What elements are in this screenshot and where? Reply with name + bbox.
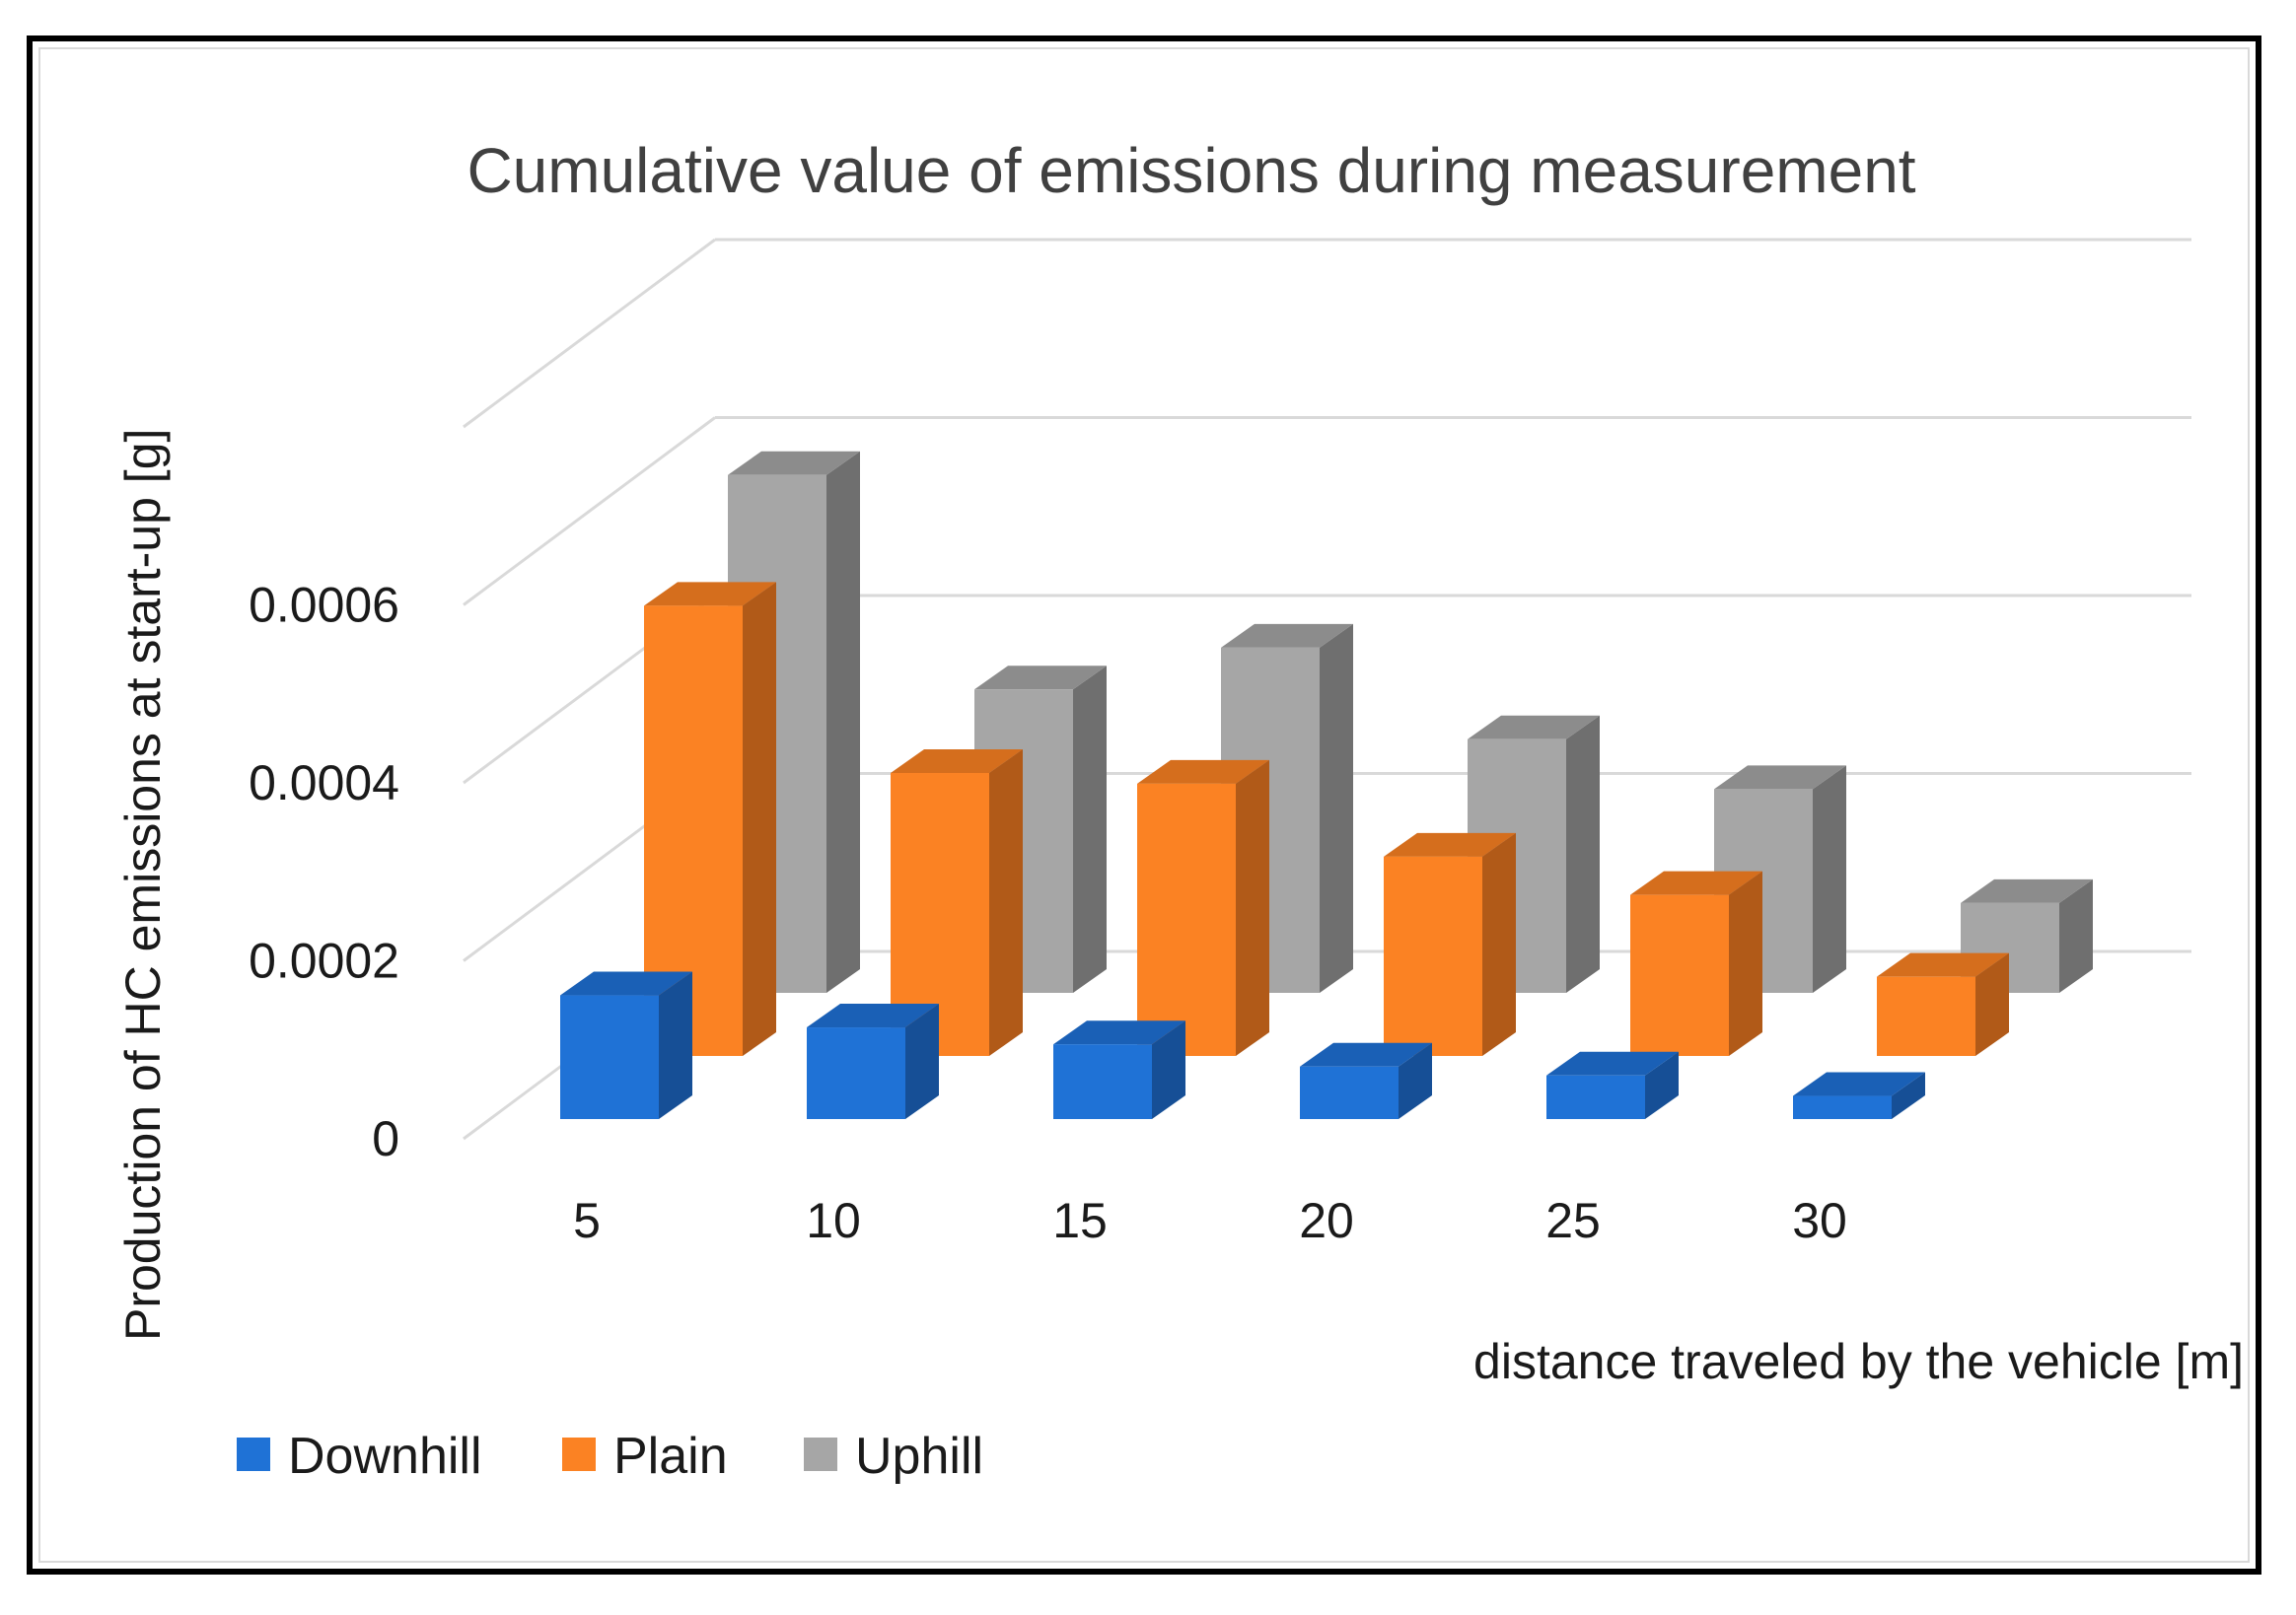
bar-top — [644, 582, 776, 606]
y-tick-label: 0.0004 — [249, 755, 399, 810]
chart-title: Cumulative value of emissions during mea… — [466, 135, 1915, 206]
bar-uphill-30 — [1961, 878, 2093, 993]
bar-top — [1714, 765, 1846, 790]
legend-label: Uphill — [855, 1428, 983, 1485]
bar-top — [1300, 1042, 1432, 1067]
x-tick-labels: 5 10 15 20 25 30 — [573, 1193, 1847, 1248]
bar-front — [1137, 783, 1236, 1056]
chart-area-border — [38, 47, 2250, 1563]
bar-front — [560, 995, 659, 1119]
y-tick-label: 0.0006 — [249, 578, 399, 633]
bar-front — [1384, 856, 1482, 1056]
legend-item-plain: Plain — [562, 1428, 728, 1485]
bar-side — [1399, 1042, 1432, 1119]
bar-top — [1053, 1020, 1185, 1045]
bar-top — [891, 749, 1023, 774]
bar-side — [826, 451, 860, 993]
bar-side — [1645, 1051, 1679, 1119]
legend-label: Downhill — [288, 1428, 482, 1485]
bar-side — [2059, 878, 2093, 993]
gridline-diagonal — [463, 238, 716, 429]
legend-item-downhill: Downhill — [237, 1428, 482, 1485]
bar-side — [1073, 666, 1107, 993]
bar-downhill-15 — [1053, 1020, 1185, 1119]
x-tick-label: 5 — [573, 1193, 601, 1248]
bar-top — [1961, 878, 2093, 903]
bar-top — [1137, 759, 1269, 784]
bar-downhill-25 — [1546, 1051, 1679, 1119]
legend-swatch — [804, 1438, 837, 1471]
x-axis-label: distance traveled by the vehicle [m] — [1473, 1334, 2244, 1389]
bar-plain-30 — [1877, 952, 2009, 1056]
bar-top — [728, 451, 860, 475]
bar-top — [1221, 623, 1353, 648]
y-axis-label: Production of HC emissions at start-up [… — [115, 429, 171, 1341]
bar-side — [1813, 765, 1846, 993]
bar-side — [1975, 952, 2009, 1056]
x-tick-label: 25 — [1545, 1193, 1601, 1248]
bar-side — [905, 1004, 939, 1119]
bar-front — [1300, 1066, 1399, 1119]
bar-side — [989, 749, 1023, 1056]
legend-item-uphill: Uphill — [804, 1428, 983, 1485]
bar-front — [807, 1027, 905, 1119]
bar-top — [1468, 715, 1600, 739]
bar-side — [1729, 871, 1762, 1056]
bar-plain-25 — [1630, 871, 1762, 1056]
bar-side — [743, 582, 776, 1056]
x-tick-label: 15 — [1052, 1193, 1108, 1248]
bar-plain-15 — [1137, 759, 1269, 1056]
bar-top — [974, 666, 1107, 690]
bar-top — [1384, 832, 1516, 857]
bar-plain-5 — [644, 582, 776, 1056]
x-tick-label: 20 — [1299, 1193, 1354, 1248]
bar-front — [1793, 1095, 1892, 1119]
bar-downhill-20 — [1300, 1042, 1432, 1119]
bar-front — [1630, 894, 1729, 1056]
y-tick-label: 0.0002 — [249, 934, 399, 989]
legend-label: Plain — [613, 1428, 728, 1485]
legend-swatch — [562, 1438, 596, 1471]
bar-top — [1630, 871, 1762, 895]
bar-front — [1053, 1044, 1152, 1119]
legend: Downhill Plain Uphill — [237, 1428, 983, 1485]
bar-downhill-5 — [560, 971, 692, 1119]
bars — [560, 451, 2093, 1119]
bar-downhill-30 — [1793, 1072, 1925, 1119]
bar-front — [1877, 976, 1975, 1056]
bar-top — [1793, 1072, 1925, 1096]
y-tick-label: 0 — [372, 1111, 399, 1166]
bar-side — [1152, 1020, 1185, 1119]
bar-downhill-10 — [807, 1004, 939, 1119]
bar-side — [1236, 759, 1269, 1056]
bar-front — [1546, 1075, 1645, 1119]
bar-side — [659, 971, 692, 1119]
bar-side — [1320, 623, 1353, 993]
x-tick-label: 10 — [806, 1193, 861, 1248]
bar-top — [807, 1004, 939, 1028]
bar-side — [1892, 1072, 1925, 1119]
legend-swatch — [237, 1438, 270, 1471]
bar-top — [1877, 952, 2009, 977]
bar-top — [560, 971, 692, 996]
bar-top — [1546, 1051, 1679, 1076]
bar-side — [1566, 715, 1600, 993]
y-tick-labels: 0 0.0002 0.0004 0.0006 — [249, 578, 399, 1167]
bar-plain-20 — [1384, 832, 1516, 1056]
bar-side — [1482, 832, 1516, 1056]
gridline-diagonal — [463, 416, 716, 606]
x-tick-label: 30 — [1792, 1193, 1847, 1248]
